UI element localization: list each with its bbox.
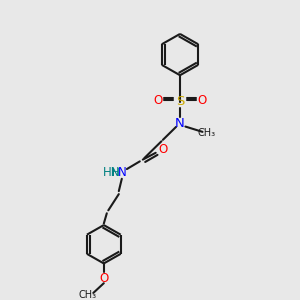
- Text: HN: HN: [103, 167, 120, 179]
- Text: O: O: [197, 94, 206, 107]
- Text: CH₃: CH₃: [198, 128, 216, 138]
- Text: S: S: [176, 95, 184, 108]
- Text: O: O: [158, 143, 167, 156]
- Text: O: O: [99, 272, 108, 285]
- Text: N: N: [118, 167, 127, 179]
- Text: H: H: [112, 168, 120, 178]
- Text: O: O: [154, 94, 163, 107]
- Text: CH₃: CH₃: [78, 290, 96, 300]
- Text: N: N: [175, 116, 185, 130]
